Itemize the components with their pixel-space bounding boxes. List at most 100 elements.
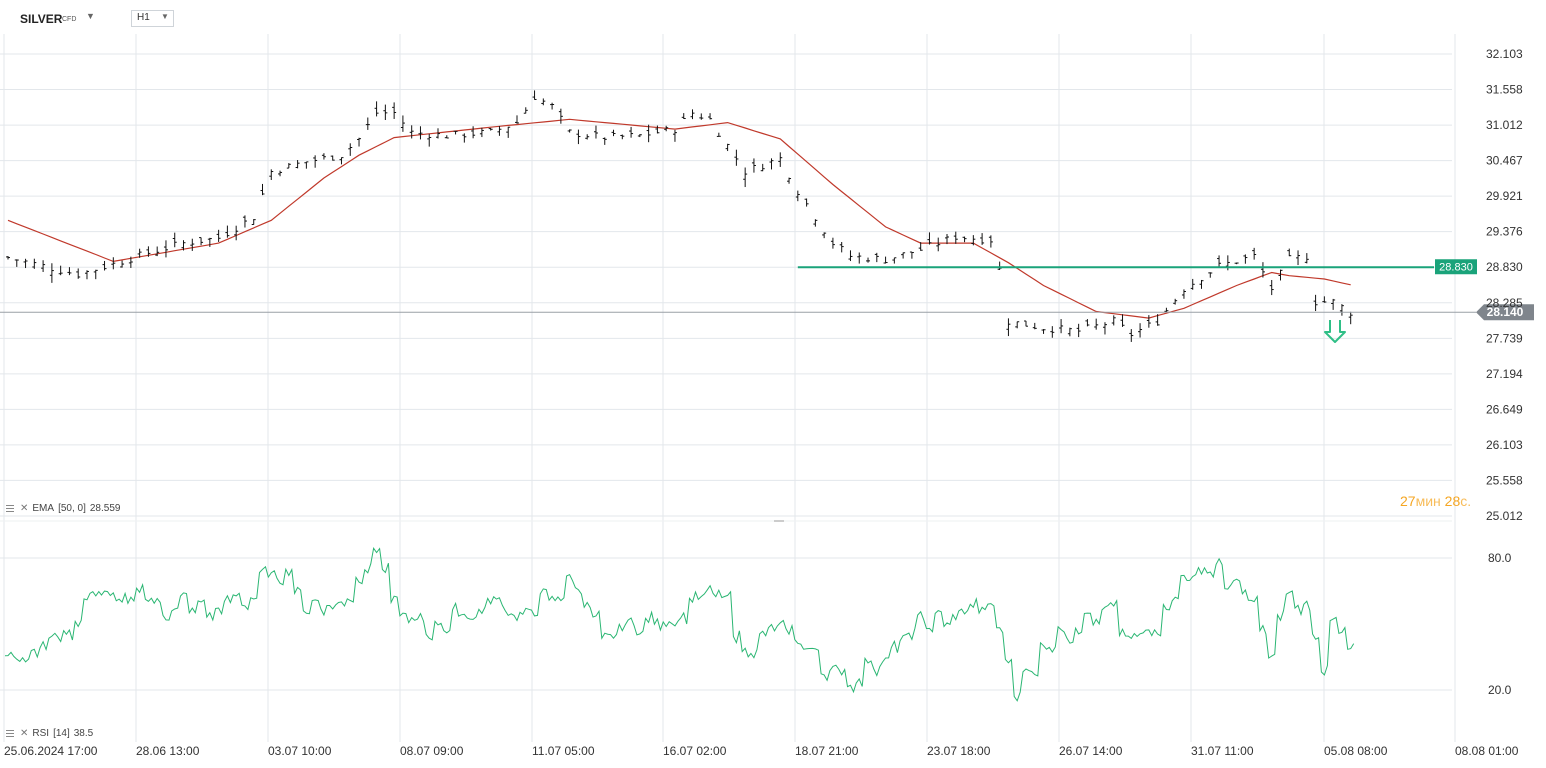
candle — [953, 231, 958, 244]
candle — [892, 257, 897, 264]
candle — [1199, 279, 1204, 289]
candle — [637, 134, 642, 138]
candle — [848, 250, 853, 262]
candle — [1252, 247, 1257, 260]
rsi-legend[interactable]: ✕ RSI [14] 38.5 — [6, 728, 93, 739]
candle — [41, 260, 46, 272]
candle — [1313, 294, 1318, 312]
candle — [1059, 319, 1064, 334]
candle — [1094, 318, 1099, 330]
candle — [392, 102, 397, 119]
candle — [646, 124, 651, 143]
price-tick-label: 31.558 — [1486, 83, 1523, 97]
candle — [822, 232, 827, 239]
candle — [936, 237, 941, 252]
rsi-tick-label: 20.0 — [1488, 683, 1512, 697]
candle — [58, 265, 63, 276]
candle — [506, 126, 511, 138]
candle — [6, 256, 10, 260]
time-tick-label: 23.07 18:00 — [927, 744, 991, 758]
candle — [1304, 253, 1309, 264]
candle — [629, 126, 634, 138]
candle — [1181, 289, 1186, 299]
candle — [1339, 304, 1344, 316]
price-tick-label: 26.649 — [1486, 402, 1523, 416]
candle — [778, 152, 783, 167]
candle — [681, 113, 686, 120]
candle — [1015, 321, 1020, 329]
ema-legend[interactable]: ✕ EMA [50, 0] 28.559 — [6, 503, 120, 514]
price-tick-label: 29.376 — [1486, 225, 1523, 239]
candle — [1296, 250, 1301, 266]
candle — [1331, 298, 1336, 310]
countdown-seconds: 28 — [1444, 493, 1461, 509]
candle — [1217, 255, 1222, 268]
candle — [1208, 272, 1213, 278]
candle — [945, 234, 950, 245]
candle — [734, 149, 739, 166]
candle — [593, 125, 598, 139]
candle — [664, 125, 669, 132]
candle — [67, 267, 72, 276]
time-tick-label: 16.07 02:00 — [663, 744, 727, 758]
time-tick-label: 18.07 21:00 — [795, 744, 859, 758]
time-tick-label: 31.07 11:00 — [1191, 744, 1254, 758]
candle — [541, 98, 546, 106]
candle — [1076, 323, 1081, 338]
symbol-name[interactable]: SILVER — [20, 12, 63, 26]
candle — [444, 135, 449, 139]
candle — [918, 242, 923, 251]
candle — [374, 101, 379, 117]
candle — [409, 125, 414, 139]
candle — [1278, 269, 1283, 281]
ema-legend-params: [50, 0] — [58, 503, 86, 514]
rsi-tick-label: 80.0 — [1488, 551, 1512, 565]
settings-icon[interactable] — [6, 504, 16, 513]
candle — [585, 134, 590, 140]
candle — [620, 134, 625, 140]
candle — [304, 161, 309, 169]
candle — [708, 113, 713, 120]
candle — [716, 132, 721, 137]
countdown-seconds-unit: с. — [1460, 493, 1472, 509]
overlay-layer: 28.830 28.140 — [0, 259, 1534, 343]
price-tick-label: 27.739 — [1486, 331, 1523, 345]
candle — [49, 263, 54, 283]
ema-line — [7, 118, 1351, 319]
candle — [207, 237, 212, 247]
candle — [901, 252, 906, 259]
timeframe-select[interactable]: H1 ▼ — [131, 10, 174, 27]
ema-layer — [7, 118, 1351, 319]
close-icon[interactable]: ✕ — [20, 728, 29, 739]
candle — [321, 153, 326, 160]
settings-icon[interactable] — [6, 729, 16, 738]
candle — [163, 240, 168, 258]
candle — [146, 246, 151, 257]
candle — [760, 163, 765, 172]
candle — [330, 155, 335, 161]
candle — [339, 157, 344, 165]
close-icon[interactable]: ✕ — [20, 503, 29, 514]
arrow-down-icon — [1324, 320, 1346, 343]
candle — [804, 198, 809, 207]
candle — [32, 258, 37, 269]
candle — [1138, 323, 1143, 338]
candle — [813, 219, 818, 227]
candle — [76, 268, 81, 279]
candle — [199, 237, 204, 246]
candle — [602, 137, 607, 145]
price-tick-label: 28.830 — [1486, 260, 1523, 274]
countdown-minutes: 27 — [1400, 493, 1416, 509]
candle — [690, 109, 695, 120]
price-tick-label: 31.012 — [1486, 118, 1523, 132]
candle — [1129, 329, 1134, 342]
candle — [479, 127, 484, 138]
chevron-down-icon[interactable]: ▼ — [86, 11, 95, 21]
candle — [769, 158, 774, 170]
candle — [927, 232, 932, 245]
candle — [751, 158, 756, 173]
candle — [532, 90, 537, 100]
candle — [743, 167, 748, 188]
candle — [1023, 320, 1028, 327]
